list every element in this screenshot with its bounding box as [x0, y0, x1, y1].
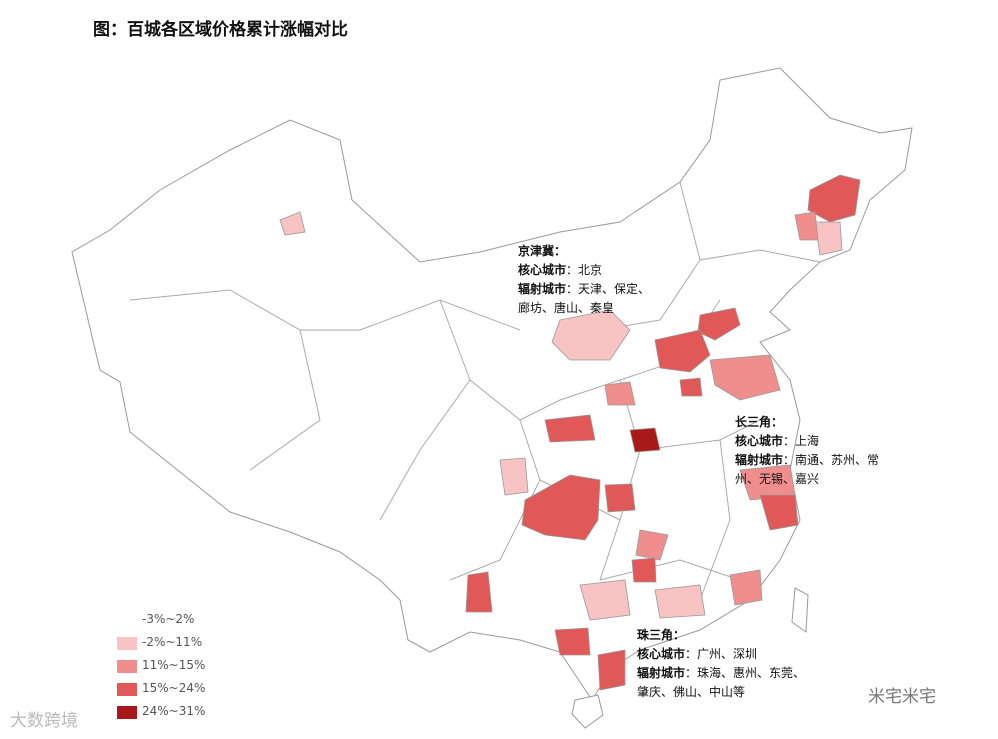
- core-cities: ：上海: [783, 434, 820, 448]
- annotation-title: 珠三角：: [637, 628, 686, 642]
- radiating-cities: ：天津、保定、廊坊、唐山、秦皇: [518, 282, 651, 315]
- region: [551, 309, 631, 361]
- region: [579, 579, 631, 621]
- title: 图：百城各区域价格累计涨幅对比: [93, 20, 348, 40]
- radiating-label: 辐射城市: [518, 282, 567, 296]
- watermark: 米宅米宅: [868, 687, 936, 707]
- radiating-cities: ：南通、苏州、常州、无锡、嘉兴: [735, 453, 880, 486]
- radiating-cities: ：珠海、惠州、东莞、肇庆、佛山、中山等: [637, 666, 806, 699]
- region: [604, 381, 636, 406]
- region: [604, 483, 636, 513]
- legend-swatch: [117, 660, 137, 673]
- region: [814, 221, 843, 256]
- legend-label: 11%~15%: [142, 658, 206, 672]
- region: [654, 584, 706, 619]
- annotation: 京津冀： 核心城市：北京 辐射城市：天津、保定、廊坊、唐山、秦皇: [518, 242, 658, 318]
- annotation: 珠三角： 核心城市：广州、深圳 辐射城市：珠海、惠州、东莞、肇庆、佛山、中山等: [637, 626, 817, 702]
- region: [635, 529, 669, 561]
- legend-label: -2%~11%: [142, 635, 203, 649]
- region: [554, 627, 591, 656]
- region: [521, 474, 601, 541]
- watermark: 大数跨境: [10, 711, 78, 731]
- region: [709, 354, 781, 401]
- core-label: 核心城市: [637, 647, 686, 661]
- annotation: 长三角： 核心城市：上海 辐射城市：南通、苏州、常州、无锡、嘉兴: [735, 413, 885, 489]
- region: [465, 571, 493, 613]
- region: [544, 414, 596, 443]
- core-cities: ：北京: [566, 263, 603, 277]
- country-outline: [71, 67, 913, 701]
- region: [697, 307, 741, 341]
- annotation-title: 长三角：: [735, 415, 784, 429]
- legend-label: 24%~31%: [142, 704, 206, 718]
- region: [794, 211, 819, 241]
- taiwan: [791, 587, 809, 633]
- radiating-label: 辐射城市: [637, 666, 686, 680]
- legend-swatch: [117, 637, 137, 650]
- region: [679, 377, 703, 397]
- annotation-title: 京津冀：: [518, 244, 567, 258]
- region: [597, 649, 626, 691]
- core-label: 核心城市: [735, 434, 784, 448]
- region: [654, 329, 711, 373]
- region: [807, 174, 861, 223]
- core-cities: ：广州、深圳: [685, 647, 758, 661]
- hainan: [571, 694, 604, 729]
- region: [279, 211, 306, 236]
- core-label: 核心城市: [518, 263, 567, 277]
- region: [759, 494, 799, 531]
- region: [729, 569, 763, 606]
- legend-swatch: [117, 683, 137, 696]
- legend-label: 15%~24%: [142, 681, 206, 695]
- legend-swatch: [117, 614, 137, 627]
- legend-swatch: [117, 706, 137, 719]
- legend-label: -3%~2%: [142, 612, 195, 626]
- region: [631, 557, 657, 583]
- radiating-label: 辐射城市: [735, 453, 784, 467]
- region: [499, 457, 529, 496]
- region: [629, 427, 661, 453]
